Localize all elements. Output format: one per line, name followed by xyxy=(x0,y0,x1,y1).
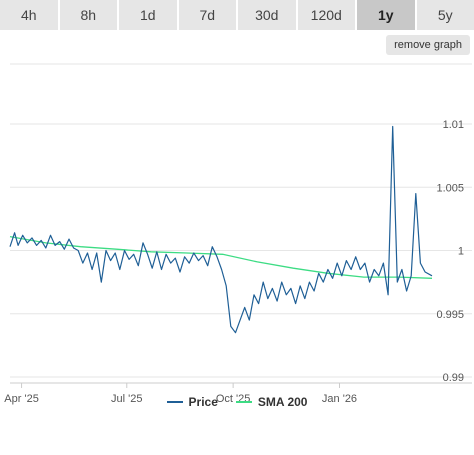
tab-4h[interactable]: 4h xyxy=(0,0,58,30)
y-tick-label: 1.005 xyxy=(436,182,464,194)
series-line-sma-200 xyxy=(9,235,433,279)
legend-item-sma[interactable]: SMA 200 xyxy=(235,395,308,409)
remove-graph-button[interactable]: remove graph xyxy=(386,35,470,55)
legend-label-price: Price xyxy=(188,395,218,409)
tab-120d[interactable]: 120d xyxy=(297,0,355,30)
y-tick-label: 1.01 xyxy=(443,119,464,131)
legend-swatch-price xyxy=(166,401,183,403)
y-tick-label: 0.99 xyxy=(443,372,464,384)
x-tick-label: Apr '25 xyxy=(4,393,39,405)
y-tick-label: 1 xyxy=(458,246,464,258)
timeframe-tabs: 4h 8h 1d 7d 30d 120d 1y 5y xyxy=(0,0,474,30)
tab-1d[interactable]: 1d xyxy=(119,0,177,30)
legend-swatch-sma xyxy=(235,401,252,403)
x-tick-label: Jan '26 xyxy=(322,393,357,405)
legend-label-sma: SMA 200 xyxy=(257,395,308,409)
y-tick-label: 0.995 xyxy=(436,309,464,321)
tab-8h[interactable]: 8h xyxy=(59,0,117,30)
x-tick-label: Jul '25 xyxy=(111,393,142,405)
tab-1y[interactable]: 1y xyxy=(357,0,415,30)
tab-5y[interactable]: 5y xyxy=(416,0,474,30)
legend-item-price[interactable]: Price xyxy=(166,395,218,409)
tab-30d[interactable]: 30d xyxy=(238,0,296,30)
chart-legend: Price SMA 200 xyxy=(0,392,474,412)
series-line-price xyxy=(9,125,433,334)
tab-7d[interactable]: 7d xyxy=(178,0,236,30)
